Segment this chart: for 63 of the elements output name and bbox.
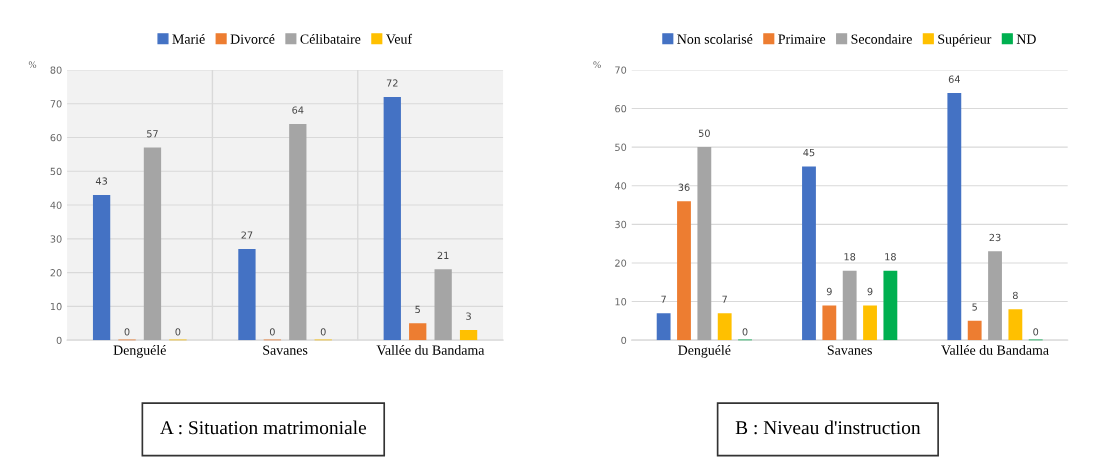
data-label: 36 — [678, 183, 690, 191]
data-label: 9 — [867, 287, 873, 296]
data-label: 3 — [466, 312, 471, 320]
x-tick-label: Savanes — [827, 345, 872, 355]
data-label: 0 — [124, 328, 130, 336]
data-label: 0 — [742, 328, 748, 336]
data-label: 0 — [269, 328, 275, 336]
text: A : Situation matrimoniale — [160, 420, 367, 435]
y-tick-label: 60 — [615, 104, 627, 113]
data-label: 64 — [292, 106, 304, 114]
legend-label: Célibataire — [300, 33, 361, 44]
data-label: 21 — [437, 251, 449, 259]
text: B : Niveau d'instruction — [735, 420, 921, 435]
data-label: 5 — [415, 305, 420, 314]
data-label: 45 — [803, 148, 815, 157]
x-tick-label: Denguélé — [113, 345, 166, 358]
data-label: 0 — [1033, 328, 1039, 336]
data-label: 23 — [989, 233, 1001, 242]
y-tick-label: 50 — [615, 143, 627, 151]
y-tick-label: 30 — [50, 235, 62, 243]
y-tick-label: 0 — [621, 336, 627, 345]
data-label: 18 — [885, 253, 896, 261]
y-tick-label: 20 — [50, 269, 62, 277]
legend-label: Veuf — [385, 33, 413, 44]
data-label: 5 — [972, 303, 977, 311]
y-axis-title: % — [593, 61, 601, 68]
data-label: 18 — [844, 253, 856, 261]
data-label: 50 — [698, 129, 710, 137]
data-label: 57 — [147, 130, 158, 138]
y-tick-label: 70 — [50, 100, 62, 108]
x-tick-label: Vallée du Bandama — [941, 345, 1049, 355]
y-tick-label: 40 — [614, 182, 627, 190]
y-tick-label: 10 — [615, 298, 627, 306]
legend-label: Divorcé — [230, 33, 275, 44]
y-tick-label: 0 — [56, 336, 62, 345]
data-label: 9 — [826, 287, 832, 296]
data-label: 8 — [1012, 291, 1018, 300]
data-label: 0 — [320, 328, 326, 336]
y-tick-label: 10 — [50, 302, 62, 311]
data-label: 7 — [661, 295, 666, 303]
y-tick-label: 70 — [615, 66, 627, 74]
y-tick-label: 30 — [615, 220, 627, 229]
legend-label: Primaire — [778, 34, 826, 44]
data-label: 27 — [241, 231, 253, 239]
data-label: 0 — [175, 328, 181, 336]
y-tick-label: 50 — [50, 167, 62, 176]
legend-label: Supérieur — [938, 33, 992, 47]
data-label: 43 — [95, 177, 107, 185]
legend-label: Non scolarisé — [677, 33, 753, 44]
data-label: 72 — [386, 79, 398, 87]
legend-label: Secondaire — [851, 33, 912, 44]
y-tick-label: 40 — [50, 201, 62, 209]
data-label: 7 — [722, 295, 727, 303]
x-tick-label: Denguélé — [678, 345, 731, 358]
legend-label: Marié — [172, 33, 205, 44]
x-tick-label: Savanes — [263, 345, 308, 355]
y-axis-title: % — [28, 61, 37, 68]
y-tick-label: 60 — [50, 133, 62, 142]
legend-label: ND — [1016, 34, 1036, 44]
y-tick-label: 20 — [615, 259, 627, 267]
y-tick-label: 80 — [50, 66, 62, 74]
x-tick-label: Vallée du Bandama — [376, 345, 485, 355]
data-label: 64 — [948, 75, 960, 83]
